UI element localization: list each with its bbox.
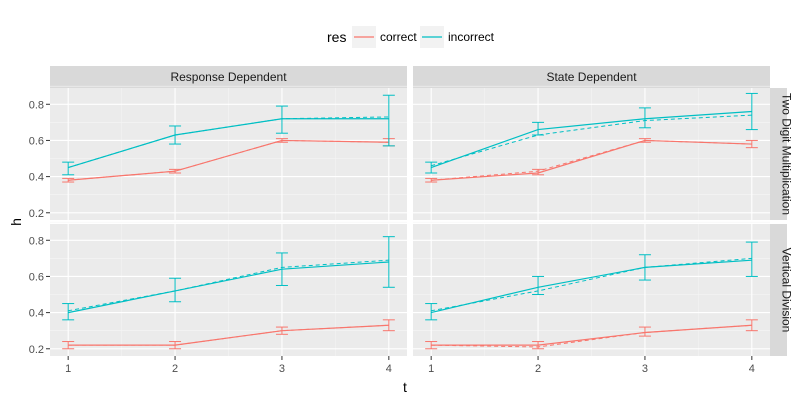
error-bar-incorrect-t4: [382, 236, 395, 288]
error-bar-correct-t3: [638, 326, 651, 337]
error-bar-correct-t3: [275, 138, 288, 143]
observed-line-correct: [431, 139, 752, 181]
x-tick-label: 1: [65, 363, 71, 375]
x-tick-label: 2: [172, 363, 178, 375]
panel-two-digit-multiplication-response-dependent: [50, 85, 407, 220]
error-bar-correct-t4: [382, 319, 395, 332]
predicted-line-correct: [431, 139, 752, 181]
observed-line-correct: [431, 324, 752, 346]
error-bar-incorrect-t3: [638, 107, 651, 129]
x-tick-label: 3: [642, 363, 648, 375]
x-tick-label: 2: [535, 363, 541, 375]
error-bar-correct-t3: [638, 138, 651, 143]
y-tick-label: 0.2: [29, 208, 44, 220]
observed-line-incorrect: [68, 261, 389, 314]
legend-label-incorrect: incorrect: [448, 30, 495, 44]
error-bar-correct-t2: [532, 168, 545, 176]
x-tick-label: 3: [279, 363, 285, 375]
legend: res correct incorrect: [327, 26, 495, 48]
error-bar-correct-t2: [169, 168, 182, 174]
error-bar-incorrect-t4: [745, 92, 758, 131]
error-bar-incorrect-t4: [745, 241, 758, 277]
error-bar-incorrect-t1: [425, 161, 438, 174]
observed-line-incorrect: [430, 110, 752, 169]
error-bar-incorrect-t1: [62, 303, 75, 321]
y-tick-label: 0.8: [29, 99, 44, 111]
error-bar-correct-t4: [745, 139, 758, 149]
x-tick-label: 1: [428, 363, 434, 375]
error-bar-correct-t1: [62, 177, 75, 183]
legend-label-correct: correct: [380, 30, 417, 44]
error-bar-correct-t1: [62, 341, 75, 350]
y-tick-label: 0.8: [29, 235, 44, 247]
error-bar-incorrect-t2: [532, 121, 545, 136]
predicted-line-incorrect: [68, 259, 389, 312]
error-bar-incorrect-t2: [169, 125, 182, 145]
strip-column-state-dependent: [413, 66, 770, 88]
error-bar-correct-t2: [532, 341, 545, 350]
error-bar-incorrect-t3: [275, 105, 288, 134]
y-axis-title: h: [8, 218, 24, 226]
predicted-line-incorrect: [431, 257, 752, 312]
legend-title: res: [327, 29, 346, 45]
strip-label-vertical-division: Vertical Division: [780, 248, 794, 333]
observed-line-correct: [68, 324, 389, 346]
error-bar-incorrect-t1: [62, 161, 75, 176]
strip-row-vertical-division: [770, 224, 787, 356]
strip-label-state-dependent: State Dependent: [546, 70, 637, 84]
strip-label-two-digit-multiplication: Two Digit Multiplication: [780, 93, 794, 215]
y-tick-label: 0.4: [29, 172, 44, 184]
y-tick-label: 0.2: [29, 344, 44, 356]
observed-line-incorrect: [67, 118, 389, 169]
y-tick-label: 0.6: [29, 271, 44, 283]
panel-two-digit-multiplication-state-dependent: [413, 85, 770, 220]
y-tick-label: 0.6: [29, 135, 44, 147]
error-bar-correct-t1: [425, 341, 438, 350]
y-tick-label: 0.4: [29, 308, 44, 320]
panel-grid: Response Dependent State Dependent Two Dig…: [29, 66, 794, 375]
panel-vertical-division-response-dependent: [50, 221, 407, 356]
x-axis-title: t: [403, 379, 407, 395]
x-tick-label: 4: [749, 363, 755, 375]
x-tick-label: 4: [386, 363, 392, 375]
error-bar-correct-t1: [425, 177, 438, 183]
observed-line-incorrect: [431, 259, 752, 314]
strip-column-response-dependent: [50, 66, 407, 88]
error-bar-incorrect-t2: [532, 275, 545, 296]
error-bar-incorrect-t3: [638, 254, 651, 281]
error-bar-incorrect-t3: [275, 252, 288, 286]
predicted-line-incorrect: [68, 116, 389, 169]
error-bar-incorrect-t4: [382, 94, 395, 147]
panel-vertical-division-state-dependent: [413, 221, 770, 356]
error-bar-correct-t3: [275, 326, 288, 335]
observed-line-correct: [68, 139, 389, 181]
strip-label-response-dependent: Response Dependent: [170, 70, 287, 84]
error-bar-correct-t2: [169, 341, 182, 350]
error-bar-incorrect-t1: [425, 303, 438, 321]
error-bar-correct-t4: [745, 319, 758, 332]
strip-row-two-digit-multiplication: [770, 88, 787, 220]
error-bar-incorrect-t2: [169, 277, 182, 303]
